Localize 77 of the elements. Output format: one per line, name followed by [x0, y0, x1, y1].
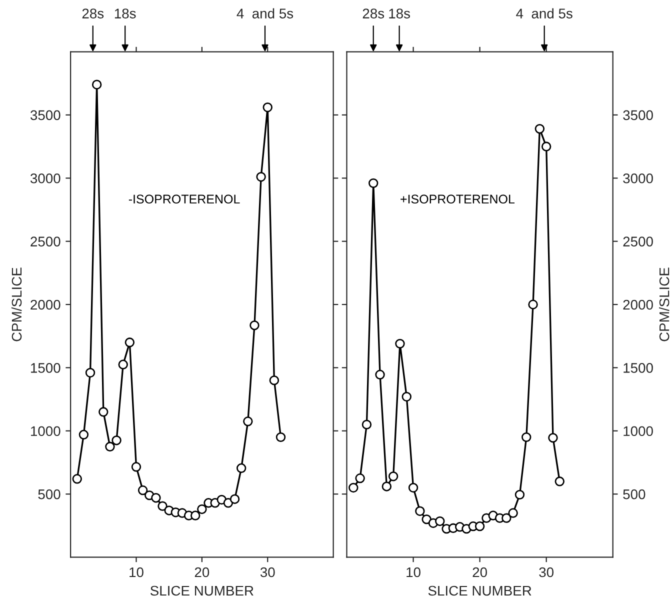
point [105, 442, 115, 452]
point [355, 473, 365, 484]
y-tick-label: 3000 [623, 173, 653, 184]
point [415, 506, 425, 516]
y-tick-label: 1000 [624, 426, 653, 436]
text: 4 and 5s [236, 8, 294, 18]
text: 28s [362, 8, 384, 18]
point [72, 474, 82, 484]
x-tick-label: 20 [194, 567, 210, 578]
text: 28s [82, 8, 104, 18]
y-tick-label: 1500 [31, 363, 60, 373]
x-tick-label: 10 [130, 567, 144, 578]
x-tick-label: 30 [539, 567, 554, 578]
point [118, 360, 128, 370]
point [395, 338, 405, 349]
x-tick-label: 10 [406, 567, 420, 578]
text: 18s [114, 8, 136, 18]
point [508, 508, 518, 518]
point [230, 494, 240, 504]
x-tick-label: 20 [472, 567, 487, 578]
y-tick-label: 500 [38, 489, 60, 500]
point [528, 300, 538, 310]
point [534, 124, 545, 134]
y-axis-title: CPM/SLICE [659, 268, 670, 342]
point [388, 472, 398, 482]
series-label: +ISOPROTERENOL [400, 194, 515, 204]
y-tick-label: 1500 [624, 363, 653, 373]
point [348, 482, 358, 493]
point [502, 513, 512, 523]
point [190, 510, 200, 520]
series-label: -ISOPROTERENOL [128, 194, 240, 204]
point [408, 482, 418, 493]
point [435, 516, 445, 526]
point [158, 501, 168, 511]
y-tick-label: 3500 [623, 110, 653, 120]
point [256, 172, 266, 182]
point [138, 485, 148, 496]
point [197, 504, 207, 514]
point [269, 375, 280, 386]
point [78, 430, 89, 440]
point [554, 476, 565, 486]
y-tick-label: 2000 [623, 300, 653, 310]
point [375, 370, 385, 380]
point [541, 142, 552, 152]
point [236, 463, 246, 474]
point [112, 435, 122, 446]
text: 4 and 5s [516, 8, 572, 18]
point [131, 462, 142, 472]
y-tick-label: 2000 [30, 300, 60, 310]
point [262, 102, 272, 112]
y-tick-label: 2500 [623, 236, 653, 246]
point [85, 368, 96, 378]
y-tick-label: 3500 [30, 110, 60, 120]
point [514, 490, 525, 500]
point [474, 521, 485, 532]
point [368, 178, 378, 188]
point [276, 432, 286, 442]
point [522, 432, 532, 442]
point [98, 407, 108, 417]
point [243, 416, 253, 426]
point [382, 482, 392, 492]
y-tick-label: 500 [623, 489, 646, 500]
point [250, 320, 260, 330]
x-axis-title: SLICE NUMBER [150, 586, 254, 596]
point [402, 392, 412, 402]
y-axis-title: CPM/SLICE [11, 268, 22, 342]
y-tick-label: 2500 [30, 236, 60, 246]
y-tick-label: 3000 [30, 173, 60, 184]
point [151, 492, 161, 503]
text: 18s [389, 8, 410, 18]
point [548, 432, 558, 443]
x-tick-label: 30 [260, 567, 275, 578]
x-axis-title: SLICE NUMBER [428, 586, 532, 596]
point [362, 420, 372, 430]
point [124, 338, 135, 348]
point [92, 80, 102, 90]
y-tick-label: 1000 [31, 426, 60, 436]
